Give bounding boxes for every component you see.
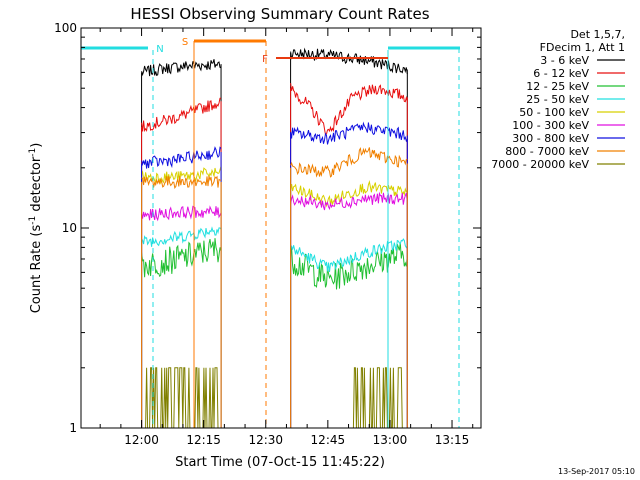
legend-label-5: 100 - 300 keV (512, 119, 589, 132)
legend-label-6: 300 - 800 keV (512, 132, 589, 145)
series-line-1-2 (290, 83, 408, 136)
series-line-7-2 (290, 147, 408, 178)
series-line-8-2 (290, 367, 408, 429)
x-tick-label-5: 13:15 (435, 433, 470, 447)
legend-label-8: 7000 - 20000 keV (491, 158, 589, 171)
y-axis-ticks: 1 10 100 (54, 21, 481, 435)
y-axis-label-end: ) (29, 143, 44, 148)
x-tick-label-0: 12:00 (124, 433, 159, 447)
series-1 (141, 83, 408, 428)
x-tick-label-2: 12:30 (248, 433, 283, 447)
x-axis-label: Start Time (07-Oct-15 11:45:22) (175, 455, 385, 470)
y-axis-label-main: Count Rate (s (29, 225, 44, 314)
plot-frame (80, 27, 482, 429)
x-tick-label-1: 12:15 (186, 433, 221, 447)
legend-label-2: 12 - 25 keV (526, 80, 589, 93)
series-line-2-1 (141, 238, 222, 278)
series-line-0-2 (290, 47, 408, 75)
series-4 (141, 166, 408, 428)
y-axis-label-mid: detector (29, 156, 44, 216)
legend-header-1: Det 1,5,7, (570, 28, 625, 41)
chart-title: HESSI Observing Summary Count Rates (130, 5, 429, 23)
series-line-4-1 (141, 166, 222, 185)
legend-label-3: 25 - 50 keV (526, 93, 589, 106)
series-5 (141, 191, 408, 428)
flag-label-1: S (182, 37, 188, 48)
series-line-2-2 (290, 242, 408, 290)
series-line-7-1 (141, 175, 222, 189)
y-tick-label-2: 100 (54, 21, 77, 35)
series-line-6-2 (290, 121, 408, 145)
series-8 (141, 367, 408, 429)
y-tick-label-0: 1 (69, 421, 77, 435)
y-axis-label-sup2: -1 (28, 148, 38, 157)
legend-label-0: 3 - 6 keV (540, 54, 589, 67)
series-line-1-1 (141, 97, 222, 133)
series-line-5-2 (290, 191, 408, 211)
series-line-5-1 (141, 205, 222, 222)
flag-label-0: N (156, 44, 163, 55)
series-line-0-1 (141, 59, 222, 77)
y-axis-label-sup1: -1 (28, 216, 38, 225)
legend-label-4: 50 - 100 keV (519, 106, 589, 119)
series-line-8-1 (141, 367, 221, 429)
flag-markers: N S F (81, 37, 460, 428)
x-tick-label-3: 12:45 (311, 433, 346, 447)
flag-label-2: F (262, 54, 268, 65)
legend-label-7: 800 - 7000 keV (505, 145, 589, 158)
y-axis-label: Count Rate (s-1 detector-1) (28, 143, 44, 314)
x-axis-ticks: 12:00 12:15 12:30 12:45 13:00 13:15 (99, 28, 474, 447)
legend-header-2: FDecim 1, Att 1 (540, 41, 625, 54)
series-2 (141, 238, 408, 428)
x-tick-label-4: 13:00 (373, 433, 408, 447)
series-3 (141, 226, 408, 428)
series-line-3-1 (141, 226, 222, 247)
y-tick-label-1: 10 (62, 221, 77, 235)
legend-label-1: 6 - 12 keV (533, 67, 589, 80)
timestamp: 13-Sep-2017 05:10 (558, 467, 635, 476)
plot-area: N S F (81, 37, 460, 429)
series-6 (141, 121, 408, 428)
series-line-6-1 (141, 146, 222, 169)
